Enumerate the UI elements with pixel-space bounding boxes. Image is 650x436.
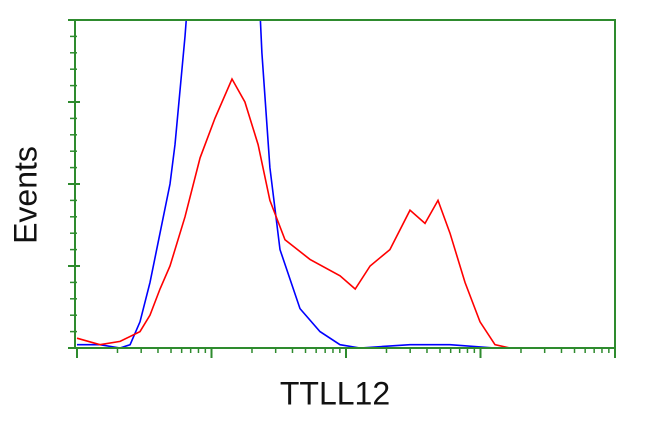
plot-area <box>76 20 615 348</box>
y-axis-label: Events <box>7 146 43 244</box>
histogram-line <box>76 77 615 348</box>
x-axis-label: TTLL12 <box>280 375 390 411</box>
histogram-line <box>77 20 615 348</box>
